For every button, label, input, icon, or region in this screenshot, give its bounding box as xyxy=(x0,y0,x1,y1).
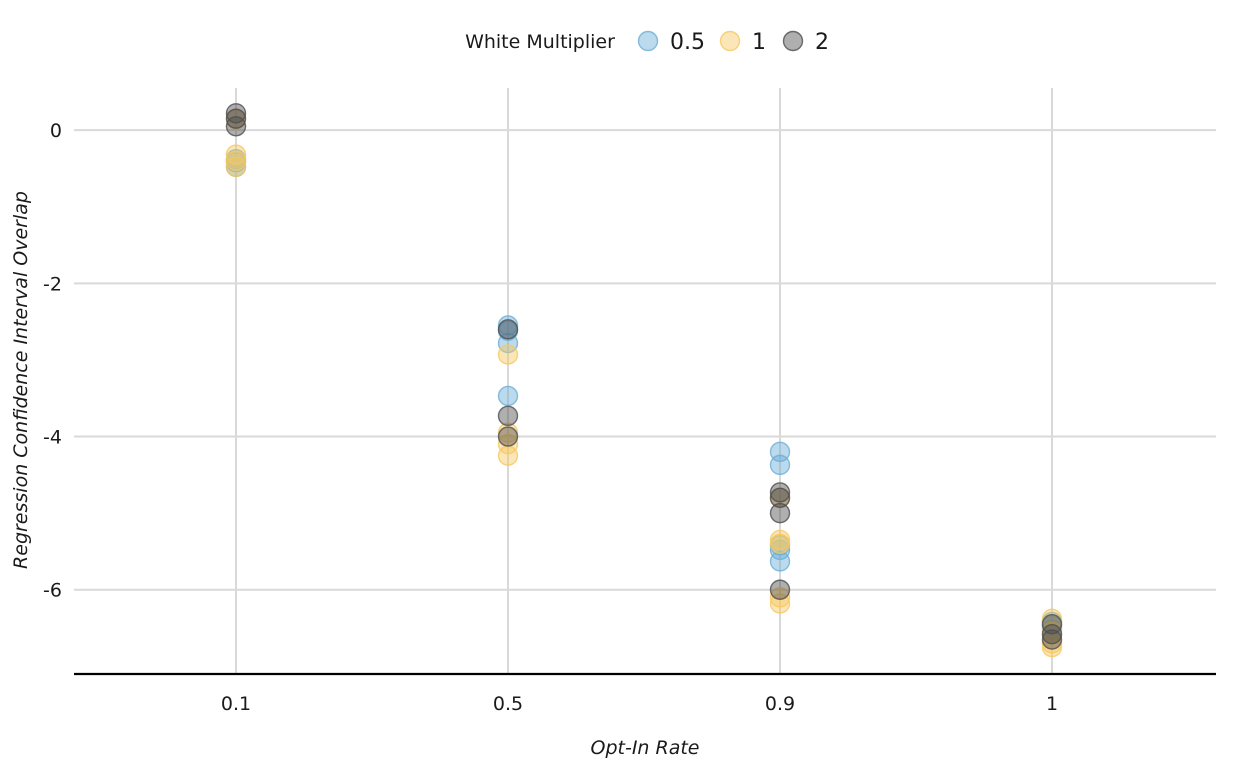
data-point-series-1 xyxy=(769,593,791,614)
y-axis: 0 -2 -4 -6 xyxy=(43,120,62,602)
data-point-series-2 xyxy=(769,487,791,509)
legend-key-2 xyxy=(782,30,804,52)
data-point-series-0-5 xyxy=(769,551,791,572)
data-points xyxy=(225,103,1063,658)
y-tick-label: -6 xyxy=(43,580,62,602)
data-point-series-0-5 xyxy=(769,454,791,476)
data-point-series-2 xyxy=(225,116,247,137)
legend-title: White Multiplier xyxy=(465,31,615,53)
data-point-series-2 xyxy=(769,579,791,600)
y-tick-label: -2 xyxy=(43,273,62,295)
data-point-series-2 xyxy=(497,405,519,427)
legend-key-1 xyxy=(719,30,741,52)
legend-label: 2 xyxy=(815,30,829,55)
data-point-series-1 xyxy=(497,344,519,365)
data-point-series-2 xyxy=(1041,629,1063,650)
y-tick-label: -4 xyxy=(43,427,62,449)
data-point-series-0-5 xyxy=(497,385,519,407)
data-point-series-2 xyxy=(769,502,791,524)
data-point-series-1 xyxy=(769,587,791,608)
x-tick-label: 0.1 xyxy=(221,693,251,715)
data-point-series-1 xyxy=(497,433,519,455)
legend-key-0-5 xyxy=(637,30,659,52)
data-point-series-1 xyxy=(225,150,247,171)
data-point-series-2 xyxy=(497,426,519,447)
data-point-series-2 xyxy=(769,482,791,503)
y-axis-title: Regression Confidence Interval Overlap xyxy=(10,191,32,569)
data-point-series-2 xyxy=(1041,623,1063,645)
data-point-series-0-5 xyxy=(497,332,519,354)
legend-label: 0.5 xyxy=(670,30,705,55)
data-point-series-1 xyxy=(225,156,247,178)
data-point-series-1 xyxy=(769,533,791,554)
y-tick-label: 0 xyxy=(50,120,62,142)
x-tick-label: 0.9 xyxy=(765,693,795,715)
x-tick-label: 0.5 xyxy=(493,693,523,715)
x-axis-title: Opt-In Rate xyxy=(591,737,700,759)
data-point-series-2 xyxy=(225,108,247,129)
legend-label: 1 xyxy=(752,30,766,55)
data-point-series-1 xyxy=(497,445,519,466)
legend: White Multiplier 0.5 1 2 xyxy=(465,30,829,55)
x-tick-labels: 0.1 0.5 0.9 1 xyxy=(221,693,1058,715)
grid xyxy=(74,88,1216,674)
data-point-series-2 xyxy=(497,319,519,340)
x-tick-label: 1 xyxy=(1046,693,1058,715)
